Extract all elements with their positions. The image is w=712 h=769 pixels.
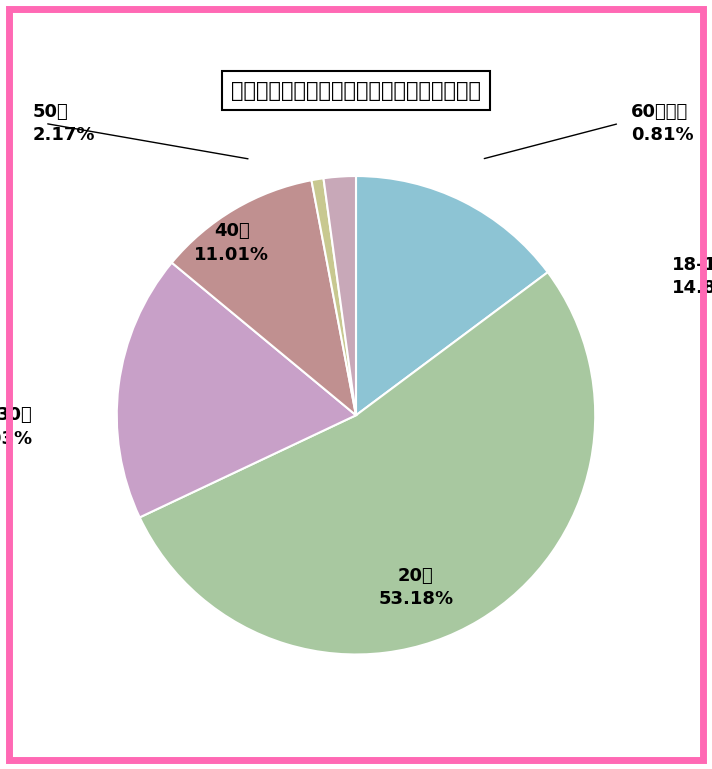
Text: 60代以上
0.81%: 60代以上 0.81% [631,102,693,145]
Wedge shape [172,180,356,415]
Wedge shape [323,176,356,415]
Wedge shape [140,272,595,654]
Text: 30代
18.03%: 30代 18.03% [0,407,33,448]
Text: 50代
2.17%: 50代 2.17% [33,102,95,145]
Wedge shape [117,263,356,518]
Text: 40代
11.01%: 40代 11.01% [194,222,269,264]
Text: 20代
53.18%: 20代 53.18% [378,567,454,608]
Title: 岐阜県のワクワクメール：女性会員の年齢層: 岐阜県のワクワクメール：女性会員の年齢層 [231,81,481,101]
Wedge shape [311,178,356,415]
Wedge shape [356,176,548,415]
Text: 18-19歳
14.80%: 18-19歳 14.80% [672,256,712,298]
